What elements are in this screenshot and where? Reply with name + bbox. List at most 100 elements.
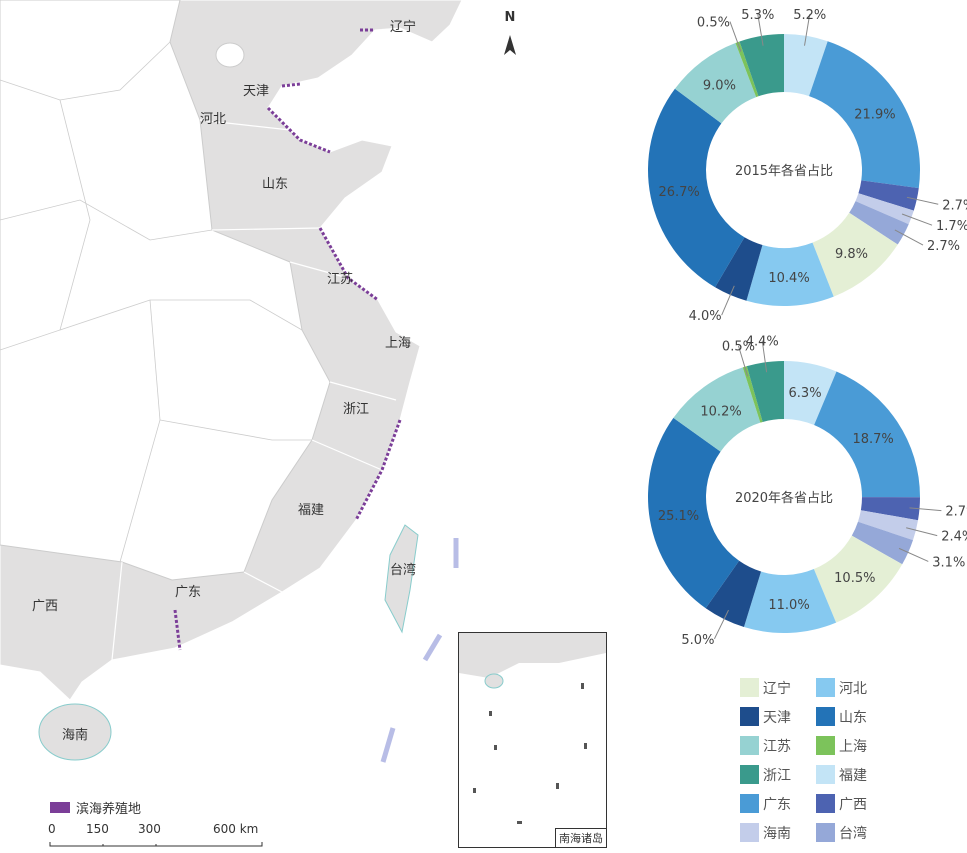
legend-label: 海南	[763, 825, 791, 842]
data-label: 1.7%	[936, 219, 967, 234]
chart-legend: 辽宁 河北 天津 山东 江苏 上海 浙江 福建 广东 广西 海南 台湾	[740, 678, 892, 842]
data-label: 21.9%	[854, 108, 895, 123]
leader-line	[906, 196, 939, 205]
aquaculture-areas	[173, 28, 402, 651]
donut-slice-广东	[814, 371, 920, 498]
scale-tick: 600 km	[213, 822, 259, 836]
donut-slice-江苏	[673, 367, 761, 452]
scale-bar	[49, 842, 263, 847]
leader-line	[906, 527, 938, 537]
north-label: N	[504, 10, 516, 25]
data-label: 2.7%	[942, 198, 967, 213]
donut-title: 2020年各省占比	[735, 490, 833, 506]
legend-swatch	[740, 736, 759, 755]
data-label: 25.1%	[658, 509, 699, 524]
donut-slice-河北	[743, 569, 837, 634]
data-label: 9.0%	[703, 79, 736, 94]
province-label: 广东	[175, 585, 202, 600]
leader-line	[757, 14, 764, 46]
legend-swatch	[740, 678, 759, 697]
legend-label: 台湾	[839, 825, 867, 842]
legend-item: 山东	[816, 707, 892, 726]
data-label: 3.1%	[932, 555, 965, 570]
province-label: 福建	[298, 503, 325, 518]
donut-slice-辽宁	[812, 212, 898, 297]
taiwan-island	[384, 524, 419, 634]
data-label: 11.0%	[768, 598, 809, 613]
donut-slice-浙江	[739, 34, 784, 97]
legend-item: 上海	[816, 736, 892, 755]
donut-slice-台湾	[851, 521, 913, 565]
map-legend: 滨海养殖地	[50, 798, 141, 817]
province-borders	[111, 119, 397, 661]
data-label: 5.3%	[741, 8, 774, 23]
legend-item: 台湾	[816, 823, 892, 842]
leader-line	[901, 213, 933, 226]
province-label: 天津	[243, 84, 270, 99]
province-label: 江苏	[327, 272, 354, 287]
data-label: 18.7%	[852, 432, 893, 447]
scale-tick: 0	[48, 822, 56, 836]
leader-line	[761, 340, 768, 373]
province-label: 上海	[385, 336, 412, 351]
legend-swatch	[816, 736, 835, 755]
data-label: 0.5%	[722, 340, 755, 355]
donut-slice-辽宁	[813, 535, 903, 623]
legend-label: 广东	[763, 796, 791, 813]
donut-slice-上海	[735, 41, 759, 98]
legend-label: 福建	[839, 767, 867, 784]
legend-item: 河北	[816, 678, 892, 697]
donut-slice-河北	[746, 242, 834, 307]
data-label: 5.0%	[681, 633, 714, 648]
island-markers	[380, 538, 459, 763]
legend-item: 福建	[816, 765, 892, 784]
south-china-sea-inset: 南海诸岛	[458, 632, 607, 848]
donut-slice-福建	[784, 34, 828, 97]
leader-line	[729, 21, 742, 52]
province-label: 辽宁	[390, 20, 417, 35]
legend-label: 江苏	[763, 738, 791, 755]
province-label: 山东	[262, 177, 289, 192]
province-label: 河北	[200, 112, 227, 127]
donut-slice-山东	[648, 417, 740, 609]
province-label: 浙江	[343, 402, 370, 417]
beijing	[215, 42, 245, 68]
donut-slice-上海	[742, 366, 763, 423]
donut-slice-天津	[715, 237, 763, 301]
leader-line	[898, 547, 929, 562]
legend-item: 江苏	[740, 736, 816, 755]
donut-slice-福建	[784, 361, 837, 426]
donut-slice-广西	[860, 497, 920, 521]
province-label: 台湾	[390, 563, 417, 578]
province-label: 海南	[62, 728, 89, 743]
donut-slice-天津	[705, 560, 762, 627]
donut-title: 2015年各省占比	[735, 163, 833, 179]
data-label: 2.4%	[941, 530, 967, 545]
legend-swatch	[740, 707, 759, 726]
donut-slice-浙江	[746, 361, 784, 422]
legend-label: 广西	[839, 796, 867, 813]
legend-swatch	[816, 794, 835, 813]
province-label: 广西	[32, 599, 59, 614]
legend-label: 辽宁	[763, 680, 791, 697]
donut-slice-广东	[809, 41, 920, 189]
data-label: 10.5%	[834, 571, 875, 586]
aquaculture-swatch	[50, 802, 70, 813]
legend-swatch	[816, 707, 835, 726]
legend-label: 天津	[763, 709, 791, 726]
donut-slice-广西	[858, 180, 919, 211]
inland-borders	[0, 41, 312, 563]
legend-item: 天津	[740, 707, 816, 726]
data-label: 10.2%	[700, 404, 741, 419]
legend-item: 辽宁	[740, 678, 816, 697]
data-label: 4.0%	[689, 309, 722, 324]
legend-swatch	[740, 823, 759, 842]
donut-slice-山东	[648, 88, 745, 288]
leader-line	[909, 507, 942, 512]
scale-tick: 300	[138, 822, 161, 836]
legend-swatch	[816, 765, 835, 784]
data-label: 2.7%	[927, 239, 960, 254]
data-label: 2.7%	[945, 505, 967, 520]
data-label: 26.7%	[658, 185, 699, 200]
